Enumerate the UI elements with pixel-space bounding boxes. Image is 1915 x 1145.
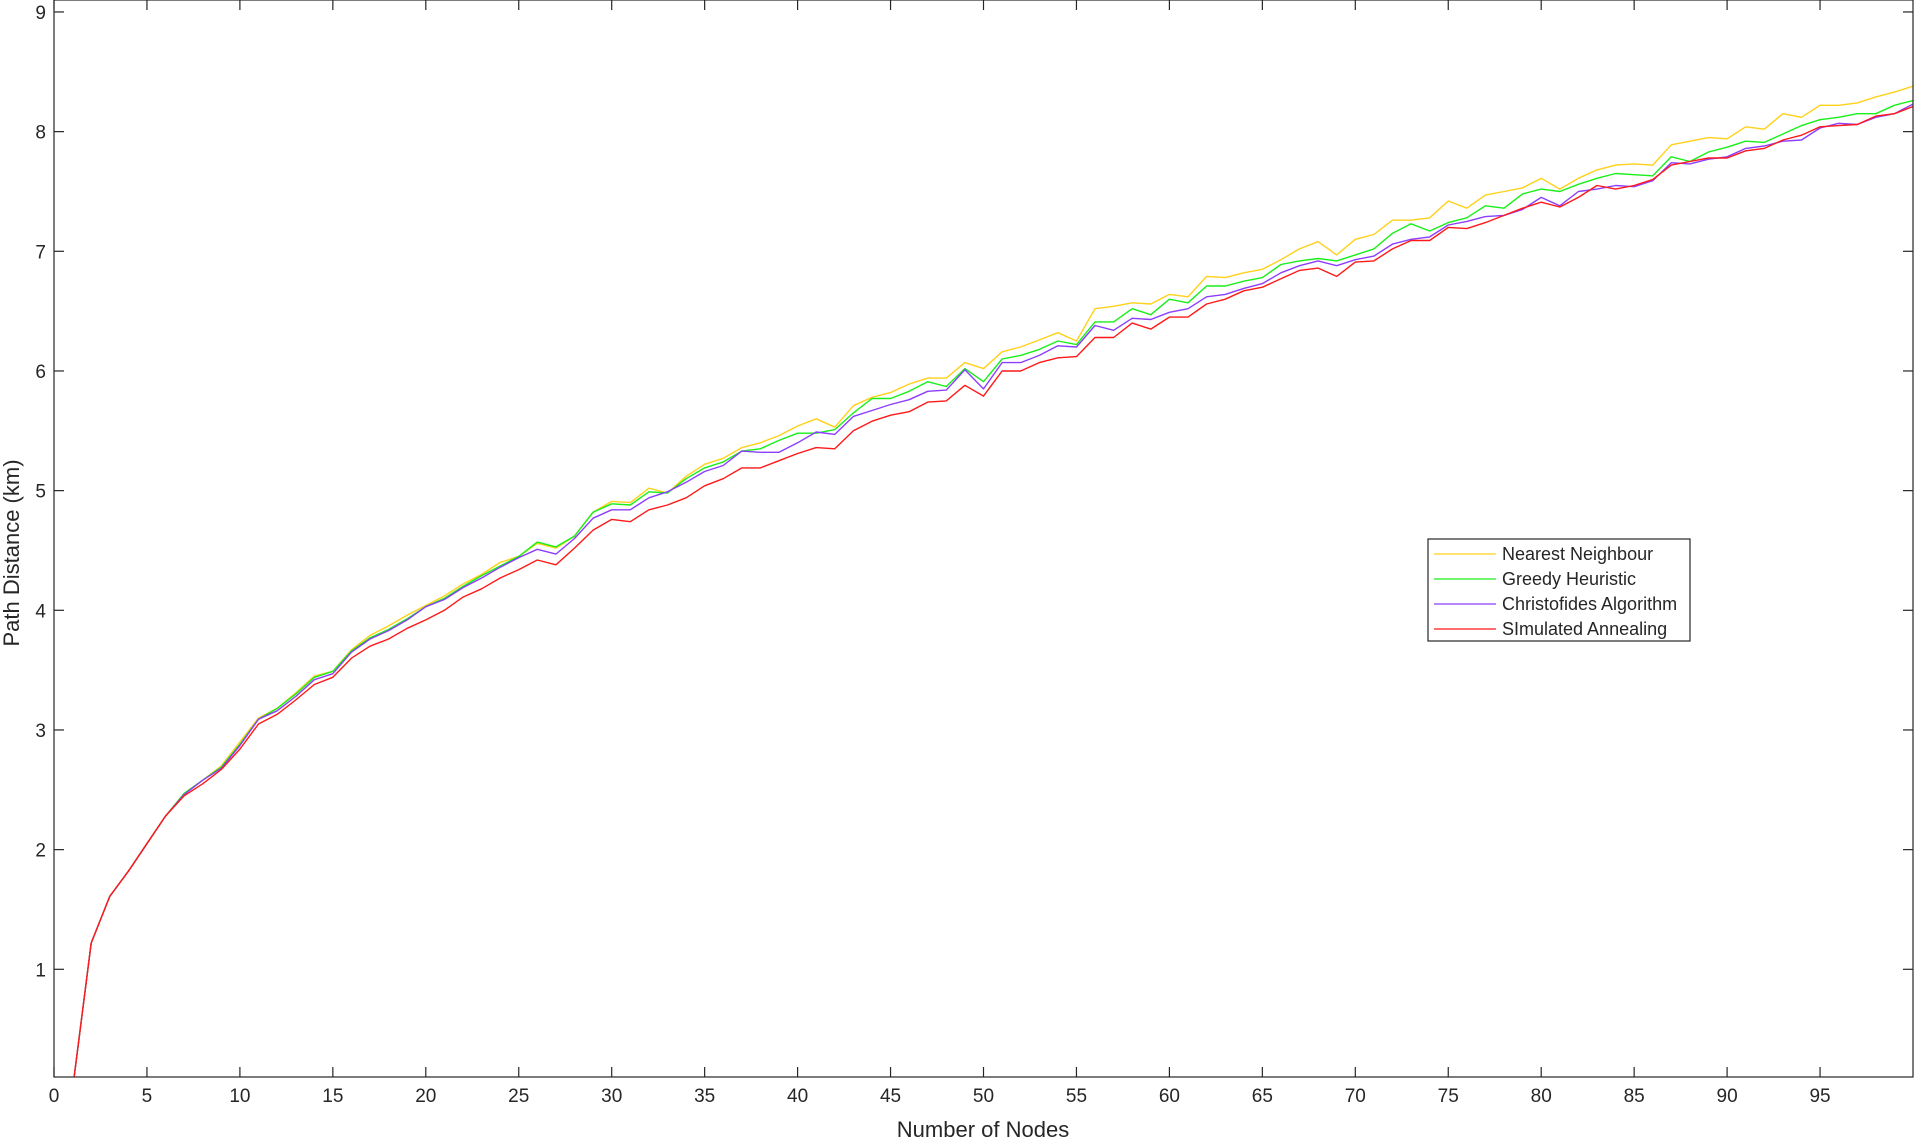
legend-label-christofides-algorithm: Christofides Algorithm xyxy=(1502,594,1677,614)
x-tick-label-55: 55 xyxy=(1066,1086,1087,1107)
x-tick-label-65: 65 xyxy=(1252,1086,1273,1107)
x-tick-label-50: 50 xyxy=(973,1086,994,1107)
y-tick-label-8: 8 xyxy=(35,123,46,144)
y-tick-label-2: 2 xyxy=(35,841,46,862)
x-ticks: 0 5 10 15 20 25 30 35 40 45 50 55 60 65 70 75 80 85 90 95 xyxy=(49,0,1831,1107)
y-tick-label-5: 5 xyxy=(35,482,46,503)
y-tick-label-1: 1 xyxy=(35,960,46,981)
legend-box xyxy=(1427,538,1691,642)
x-tick-label-35: 35 xyxy=(694,1086,715,1107)
x-tick-label-90: 90 xyxy=(1717,1086,1738,1107)
y-tick-label-3: 3 xyxy=(35,721,46,742)
x-tick-label-5: 5 xyxy=(142,1086,153,1107)
x-tick-label-75: 75 xyxy=(1438,1086,1459,1107)
x-tick-label-40: 40 xyxy=(787,1086,808,1107)
x-tick-label-15: 15 xyxy=(322,1086,343,1107)
series-line-greedy-heuristic xyxy=(73,99,1913,1077)
y-axis-title: Path Distance (km) xyxy=(0,459,24,646)
x-tick-label-30: 30 xyxy=(601,1086,622,1107)
legend-label-nearest-neighbour: Nearest Neighbour xyxy=(1502,544,1653,564)
y-tick-label-4: 4 xyxy=(35,601,46,622)
x-tick-label-45: 45 xyxy=(880,1086,901,1107)
x-tick-label-85: 85 xyxy=(1624,1086,1645,1107)
x-tick-label-0: 0 xyxy=(49,1086,60,1107)
x-tick-label-25: 25 xyxy=(508,1086,529,1107)
x-tick-label-60: 60 xyxy=(1159,1086,1180,1107)
x-axis-title: Number of Nodes xyxy=(897,1117,1069,1140)
y-ticks: 1 2 3 4 5 6 7 8 9 xyxy=(35,3,1913,981)
x-tick-label-10: 10 xyxy=(229,1086,250,1107)
series-line-simulated-annealing xyxy=(73,105,1913,1077)
series-layer xyxy=(73,85,1913,1077)
x-tick-label-70: 70 xyxy=(1345,1086,1366,1107)
x-tick-label-95: 95 xyxy=(1809,1086,1830,1107)
x-tick-label-80: 80 xyxy=(1531,1086,1552,1107)
y-tick-label-9: 9 xyxy=(35,3,46,24)
y-tick-label-7: 7 xyxy=(35,242,46,263)
x-tick-label-20: 20 xyxy=(415,1086,436,1107)
y-tick-label-6: 6 xyxy=(35,362,46,383)
series-line-nearest-neighbour xyxy=(73,85,1913,1077)
legend-label-greedy-heuristic: Greedy Heuristic xyxy=(1502,569,1636,589)
legend-label-simulated-annealing: SImulated Annealing xyxy=(1502,619,1667,639)
legend: Nearest Neighbour Greedy Heuristic Chris… xyxy=(1427,538,1691,642)
